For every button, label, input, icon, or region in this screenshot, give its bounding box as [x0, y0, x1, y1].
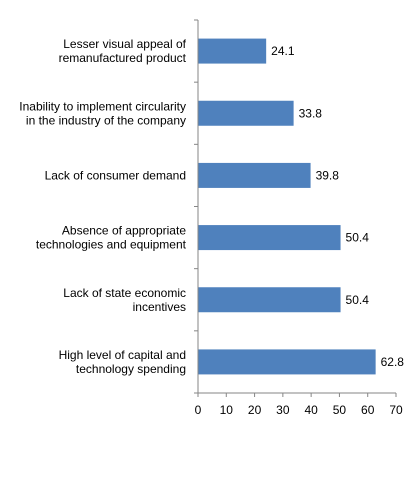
data-label-6: 62.8: [381, 355, 405, 369]
axes-group: [194, 19, 397, 397]
bar-6: [198, 349, 376, 375]
bar-3: [198, 162, 311, 188]
category-label-5: Lack of state economic incentives: [63, 286, 186, 314]
data-label-4: 50.4: [346, 231, 370, 245]
category-label-6: High level of capital and technology spen…: [59, 348, 186, 376]
x-tick-label-0: 0: [195, 403, 202, 417]
data-label-5: 50.4: [346, 293, 370, 307]
bar-4: [198, 225, 341, 251]
x-tick-label-30: 30: [276, 403, 290, 417]
x-tick-label-50: 50: [333, 403, 347, 417]
bar-5: [198, 287, 341, 313]
category-label-3: Lack of consumer demand: [45, 168, 186, 182]
x-tick-label-60: 60: [361, 403, 375, 417]
bar-2: [198, 100, 294, 126]
category-label-4: Absence of appropriate technologies and e…: [36, 224, 187, 252]
x-tick-label-20: 20: [248, 403, 262, 417]
category-label-2: Inability to implement circularity in the…: [19, 99, 186, 127]
labels-group: 24.1 Lesser visual appeal of remanufacture…: [19, 37, 404, 417]
data-label-3: 39.8: [316, 168, 340, 182]
category-label-1: Lesser visual appeal of remanufactured pr…: [59, 37, 187, 65]
bar-1: [198, 38, 267, 64]
data-label-1: 24.1: [271, 44, 295, 58]
x-tick-label-10: 10: [220, 403, 234, 417]
bars-group: [198, 38, 376, 375]
x-tick-label-70: 70: [389, 403, 403, 417]
x-tick-label-40: 40: [304, 403, 318, 417]
data-label-2: 33.8: [299, 106, 323, 120]
